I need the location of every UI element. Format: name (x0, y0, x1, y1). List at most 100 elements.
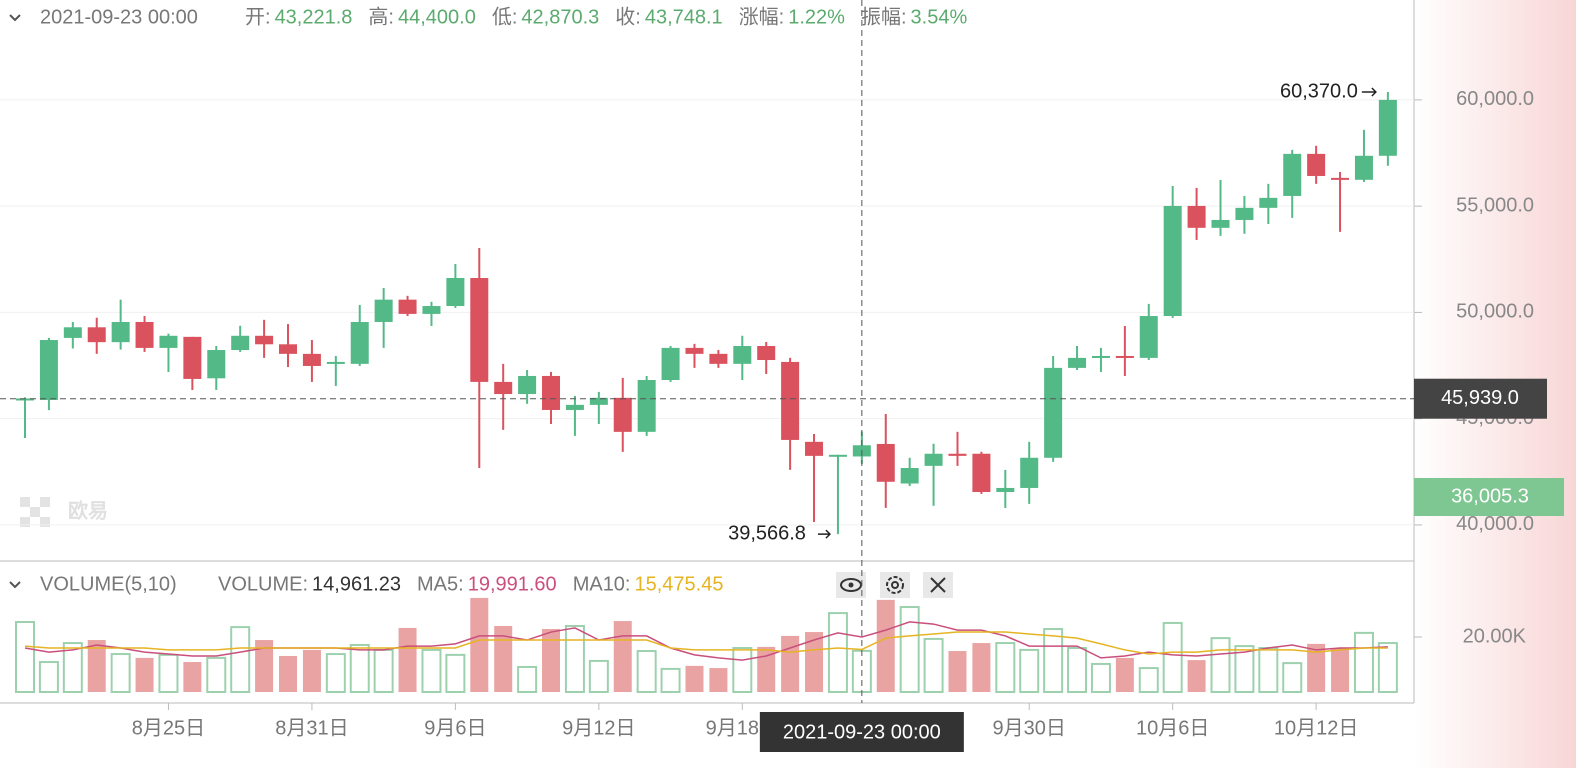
crosshair-date-box (759, 712, 964, 752)
candle-body (637, 379, 656, 432)
low-label: 39,566.8 (728, 522, 806, 544)
candle-body (1331, 177, 1350, 180)
candle-body (1378, 99, 1397, 156)
candle-body (63, 327, 82, 338)
volume-bar (660, 667, 681, 694)
header-label: MA5: (417, 573, 464, 595)
header-label: 高: (368, 5, 394, 28)
candle-body (470, 277, 489, 382)
volume-bar (110, 653, 131, 693)
volume-bar (923, 637, 944, 693)
candle-body (398, 299, 417, 314)
volume-bar (805, 632, 824, 692)
candle-body (135, 321, 154, 348)
volume-bar (1331, 648, 1350, 692)
candle-body (1139, 316, 1158, 358)
volume-bar (1234, 645, 1255, 694)
crosshair-price-box (1414, 378, 1547, 419)
volume-bar (230, 626, 251, 693)
candle-body (1068, 357, 1087, 368)
volume-bar (470, 597, 489, 692)
v-tick-label: 20.00K (1463, 625, 1527, 647)
x-tick-label: 10月6日 (1136, 717, 1209, 739)
candle-body (39, 340, 58, 400)
volume-settings[interactable] (880, 572, 910, 598)
candle-body (733, 345, 752, 364)
volume-bar (421, 648, 442, 693)
volume-bar (1067, 647, 1088, 693)
header-value: 15,475.45 (635, 573, 724, 595)
last-price-label: 36,005.3 (1451, 485, 1529, 507)
candle-body (494, 381, 513, 395)
volume-bar (613, 621, 632, 692)
y-tick-label: 60,000.0 (1456, 88, 1534, 110)
volume-bar (398, 627, 417, 692)
volume-bar (62, 642, 83, 693)
candle-body (781, 361, 800, 440)
candle-body (709, 353, 728, 364)
high-label: 60,370.0 (1280, 80, 1358, 102)
candle-body (446, 277, 465, 307)
candle-body (1235, 207, 1254, 220)
volume-bar (781, 635, 800, 692)
candle-body (661, 347, 680, 380)
candle-body (1091, 355, 1110, 358)
y-tick-label: 55,000.0 (1456, 194, 1534, 216)
volume-bar (827, 612, 848, 694)
volume-bar (183, 662, 202, 692)
candle-body (589, 397, 608, 405)
candle-body (542, 375, 561, 410)
volume-bar (279, 655, 298, 692)
crosshair-date-label: 2021-09-23 00:00 (783, 721, 941, 743)
low-arrow (817, 529, 832, 539)
collapse-icon[interactable] (9, 581, 21, 589)
candle-body (350, 321, 369, 364)
volume-bar (1115, 657, 1134, 692)
candle-body (374, 299, 393, 322)
volume-bar (1282, 662, 1303, 693)
candle-body (900, 467, 919, 484)
high-arrow (1361, 87, 1377, 97)
candle-body (87, 327, 106, 343)
ma5-line (24, 621, 1388, 661)
candle-body (255, 335, 274, 345)
candle-body (613, 397, 632, 432)
header-value: 3.54% (911, 6, 968, 28)
volume-bar (709, 668, 728, 692)
volume-bar (349, 643, 370, 693)
candle-body (326, 361, 345, 364)
x-tick-label: 9月12日 (562, 717, 635, 739)
volume-bar (1162, 621, 1183, 693)
watermark-logo (20, 497, 50, 527)
volume-bar (255, 640, 274, 692)
watermark: 欧易 (68, 498, 108, 522)
volume-bar (564, 625, 585, 693)
candle-body (1044, 367, 1063, 458)
volume-bar (135, 657, 154, 692)
candle-body (948, 453, 967, 456)
candle-body (1163, 205, 1182, 317)
header-label: 涨幅: (739, 5, 785, 28)
volume-bar (15, 621, 35, 694)
candle-body (518, 375, 537, 395)
volume-bar (517, 665, 538, 693)
header-date: 2021-09-23 00:00 (40, 6, 198, 28)
volume-bar (1090, 662, 1111, 694)
volume-bar (1353, 631, 1374, 693)
header-label: 低: (492, 5, 518, 28)
candle-body (1283, 153, 1302, 196)
candle-body (1211, 219, 1230, 228)
volume-close[interactable] (923, 572, 953, 598)
collapse-icon[interactable] (9, 14, 21, 22)
volume-bar (325, 653, 346, 693)
candle-body (183, 336, 202, 379)
volume-bar (206, 656, 227, 694)
volume-eye[interactable] (836, 572, 866, 598)
volume-bar (995, 642, 1016, 693)
candle-body (757, 345, 776, 361)
volume-bar (158, 653, 179, 693)
ma10-line (24, 631, 1388, 655)
candle-body (16, 398, 34, 401)
candle-body (1354, 155, 1373, 180)
candle-body (1115, 355, 1134, 358)
